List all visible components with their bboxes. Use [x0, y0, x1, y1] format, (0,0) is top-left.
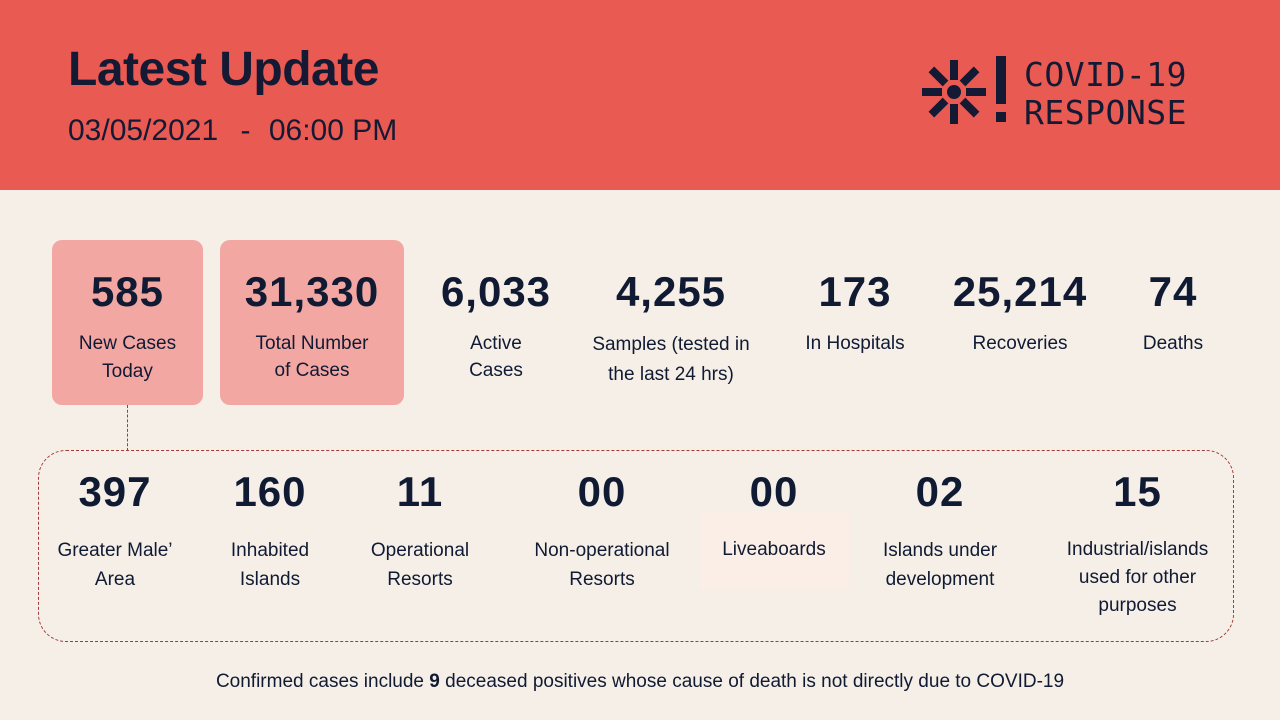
update-time: 06:00 PM [268, 114, 398, 147]
breakdown-value: 00 [749, 468, 799, 515]
breakdown-value: 00 [577, 468, 627, 515]
breakdown-label: Liveaboards [722, 539, 826, 560]
stat-value: 173 [818, 268, 892, 315]
breakdown-value: 397 [78, 468, 152, 515]
breakdown-value: 15 [1113, 468, 1162, 515]
breakdown-value: 02 [915, 468, 965, 515]
stat-samples: 4,255 Samples (tested in the last 24 hrs) [578, 240, 764, 405]
stat-value: 25,214 [952, 268, 1088, 315]
stat-value: 31,330 [244, 268, 380, 315]
stat-label: Active Cases [469, 333, 523, 381]
stat-in-hospitals: 173 In Hospitals [790, 240, 920, 405]
stat-new-cases: 585 New Cases Today [52, 240, 203, 405]
exclamation-icon [994, 56, 1008, 124]
stat-total-cases: 31,330 Total Number of Cases [220, 240, 404, 405]
liveaboards-highlight [699, 511, 849, 589]
stat-recoveries: 25,214 Recoveries [940, 240, 1100, 405]
date-time-separator: - [240, 114, 251, 147]
stat-label: Deaths [1142, 333, 1204, 354]
breakdown-value: 11 [396, 468, 444, 515]
stat-value: 6,033 [440, 268, 552, 315]
breakdown-label: Industrial/islands used for other purposes [1066, 539, 1209, 616]
stat-label: In Hospitals [805, 333, 905, 354]
update-date: 03/05/2021 [68, 114, 219, 147]
covid-response-logo: COVID-19 RESPONSE [920, 56, 1220, 132]
new-cases-breakdown-panel [38, 450, 1234, 642]
breakdown-label: Operational Resorts [370, 540, 470, 590]
logo-text: COVID-19 RESPONSE [1024, 56, 1224, 132]
stat-label: New Cases Today [78, 333, 177, 382]
header-banner: Latest Update 03/05/2021 - 06:00 PM COVI… [0, 0, 1280, 190]
page-title: Latest Update [68, 43, 379, 96]
logo-line-2: RESPONSE [1024, 93, 1187, 132]
asterisk-logo-icon [922, 60, 986, 124]
stat-value: 585 [90, 268, 165, 315]
update-datetime: 03/05/2021 - 06:00 PM [68, 114, 397, 148]
stat-value: 74 [1148, 268, 1198, 315]
breakdown-label: Non-operational Resorts [534, 540, 670, 590]
stat-deaths: 74 Deaths [1128, 240, 1218, 405]
stat-active-cases: 6,033 Active Cases [425, 240, 567, 405]
logo-line-1: COVID-19 [1024, 55, 1187, 94]
stat-label: Samples (tested in the last 24 hrs) [592, 334, 750, 385]
dashed-connector [127, 405, 128, 451]
footnote-suffix: deceased positives whose cause of death … [445, 671, 1065, 692]
breakdown-label: Islands under development [882, 540, 998, 590]
stat-value: 4,255 [615, 268, 727, 315]
breakdown-label: Inhabited Islands [230, 540, 310, 590]
breakdown-label: Greater Male’ Area [57, 540, 173, 590]
footnote-prefix: Confirmed cases include [215, 671, 424, 692]
footnote-count: 9 [429, 671, 440, 692]
footnote: Confirmed cases include 9 deceased posit… [0, 671, 1280, 693]
breakdown-value: 160 [233, 468, 307, 515]
stat-label: Recoveries [972, 333, 1068, 354]
stat-label: Total Number of Cases [255, 333, 369, 381]
